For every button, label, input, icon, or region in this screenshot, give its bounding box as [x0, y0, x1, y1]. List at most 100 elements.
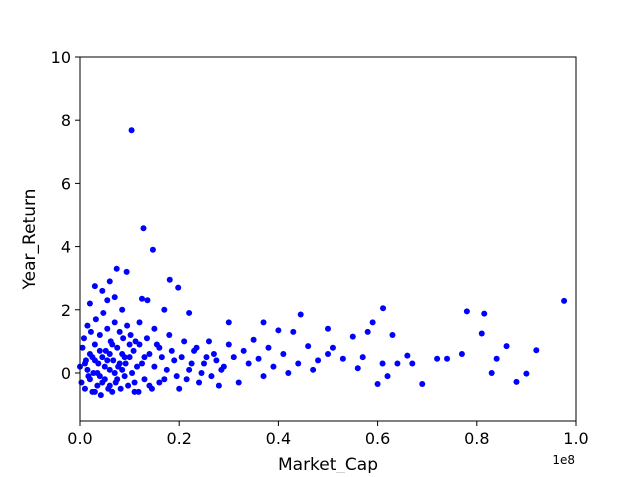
- point: [80, 335, 87, 342]
- y-tick-label: 6: [61, 174, 71, 193]
- point: [149, 246, 156, 253]
- point: [109, 341, 116, 348]
- point: [458, 351, 465, 358]
- point: [146, 351, 153, 358]
- point: [364, 328, 371, 335]
- x-tick-label: 0.8: [464, 429, 489, 448]
- point: [125, 382, 132, 389]
- point: [349, 333, 356, 340]
- point: [96, 332, 103, 339]
- point: [92, 316, 99, 323]
- x-offset-label: 1e8: [552, 453, 575, 467]
- y-tick-label: 4: [61, 238, 71, 257]
- point: [186, 366, 193, 373]
- point: [91, 341, 98, 348]
- point: [89, 354, 96, 361]
- point: [94, 369, 101, 376]
- point: [404, 352, 411, 359]
- point: [151, 363, 158, 370]
- point: [225, 341, 232, 348]
- point: [208, 373, 215, 380]
- point: [131, 379, 138, 386]
- point: [176, 385, 183, 392]
- point: [113, 265, 120, 272]
- point: [126, 341, 133, 348]
- point: [325, 325, 331, 332]
- point: [265, 344, 272, 351]
- y-axis-label: Year_Return: [20, 189, 40, 291]
- point: [110, 357, 117, 364]
- point: [315, 357, 322, 364]
- point: [481, 310, 488, 317]
- point: [99, 354, 106, 361]
- point: [188, 360, 195, 367]
- point: [295, 360, 302, 367]
- point: [124, 322, 131, 329]
- point: [533, 347, 540, 354]
- point: [141, 354, 148, 361]
- point: [119, 306, 126, 313]
- point: [255, 355, 262, 362]
- point: [379, 360, 386, 367]
- point: [156, 379, 163, 386]
- point: [123, 268, 130, 275]
- point: [161, 376, 168, 383]
- point: [213, 357, 220, 364]
- point: [117, 385, 124, 392]
- point: [493, 355, 500, 362]
- point: [380, 305, 387, 312]
- point: [111, 294, 118, 301]
- point: [81, 360, 88, 367]
- point: [329, 344, 336, 351]
- point: [86, 376, 93, 383]
- point: [175, 284, 182, 291]
- point: [100, 309, 107, 316]
- point: [106, 366, 113, 373]
- point: [130, 347, 137, 354]
- point: [78, 379, 85, 386]
- point: [260, 373, 267, 380]
- point: [136, 319, 143, 326]
- point: [225, 319, 232, 326]
- point: [104, 357, 111, 364]
- x-tick-label: 0.6: [365, 429, 390, 448]
- point: [94, 382, 101, 389]
- point: [135, 388, 142, 395]
- point: [84, 366, 91, 373]
- point: [144, 297, 151, 304]
- point: [81, 385, 88, 392]
- point: [163, 366, 170, 373]
- point: [134, 363, 141, 370]
- point: [151, 325, 158, 332]
- point: [181, 338, 188, 345]
- point: [141, 376, 148, 383]
- point: [230, 354, 237, 361]
- x-tick-label: 0.4: [266, 429, 291, 448]
- point: [148, 385, 155, 392]
- point: [114, 344, 121, 351]
- point: [444, 355, 451, 362]
- point: [106, 382, 113, 389]
- point: [389, 332, 396, 339]
- point: [120, 335, 127, 342]
- point: [285, 369, 292, 376]
- point: [478, 330, 485, 337]
- x-axis-label: Market_Cap: [278, 455, 378, 473]
- point: [99, 287, 106, 294]
- point: [87, 328, 94, 335]
- point: [86, 300, 93, 307]
- point: [129, 369, 136, 376]
- point: [127, 332, 134, 339]
- point: [121, 354, 128, 361]
- point: [143, 335, 150, 342]
- point: [305, 343, 312, 350]
- point: [128, 127, 135, 134]
- point: [109, 388, 116, 395]
- point: [119, 366, 126, 373]
- point: [205, 338, 212, 345]
- point: [210, 351, 217, 358]
- point: [250, 336, 257, 343]
- point: [218, 366, 225, 373]
- point: [201, 360, 207, 367]
- point: [91, 388, 98, 395]
